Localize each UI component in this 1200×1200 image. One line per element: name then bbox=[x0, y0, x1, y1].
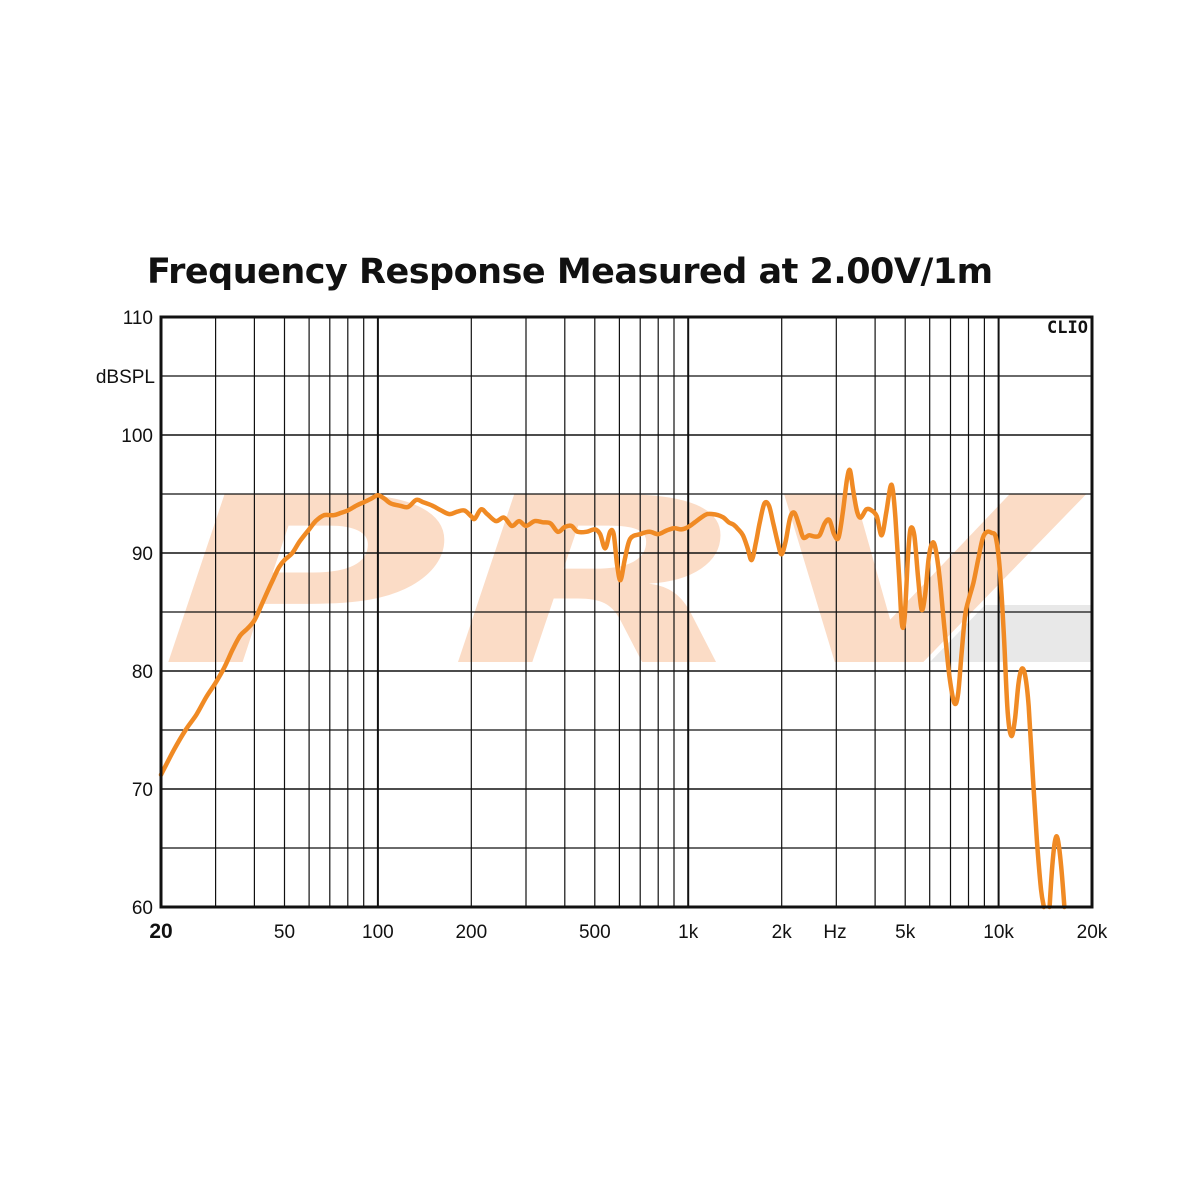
y-tick-labels: 60 70 80 90 100 110 bbox=[121, 308, 153, 919]
x-tick-label: 100 bbox=[362, 922, 394, 943]
x-tick-label: 500 bbox=[579, 922, 611, 943]
series-line-1 bbox=[158, 467, 1047, 910]
y-tick-label: 110 bbox=[123, 308, 153, 329]
x-tick-label: 1k bbox=[678, 922, 699, 943]
x-tick-label: 10k bbox=[983, 922, 1014, 943]
x-tick-label: 2k bbox=[772, 922, 793, 943]
y-tick-label: 60 bbox=[132, 898, 153, 919]
plot-frame bbox=[159, 315, 1094, 909]
x-tick-label: 5k bbox=[895, 922, 916, 943]
x-tick-labels: 20 50 100 200 500 1k 2k 5k 10k 20k bbox=[149, 920, 1107, 943]
watermark-shape bbox=[930, 605, 1092, 662]
grid-minor bbox=[161, 317, 1092, 907]
y-tick-label: 90 bbox=[132, 544, 153, 565]
series-layer bbox=[158, 467, 1067, 910]
x-axis-label: Hz bbox=[823, 922, 846, 943]
y-tick-label: 100 bbox=[121, 426, 153, 447]
watermark-logo: PRV bbox=[160, 450, 1092, 717]
x-tick-label: 20 bbox=[149, 920, 172, 943]
x-tick-label: 20k bbox=[1077, 922, 1108, 943]
x-tick-label: 50 bbox=[274, 922, 295, 943]
y-axis-label: dBSPL bbox=[96, 367, 155, 388]
y-tick-label: 80 bbox=[132, 662, 153, 683]
grid-major bbox=[376, 317, 1000, 907]
y-tick-label: 70 bbox=[132, 780, 153, 801]
x-tick-label: 200 bbox=[455, 922, 487, 943]
chart-title: Frequency Response Measured at 2.00V/1m bbox=[147, 252, 993, 292]
brand-mark: CLIO bbox=[1047, 318, 1088, 338]
series-line-2 bbox=[1047, 834, 1067, 910]
